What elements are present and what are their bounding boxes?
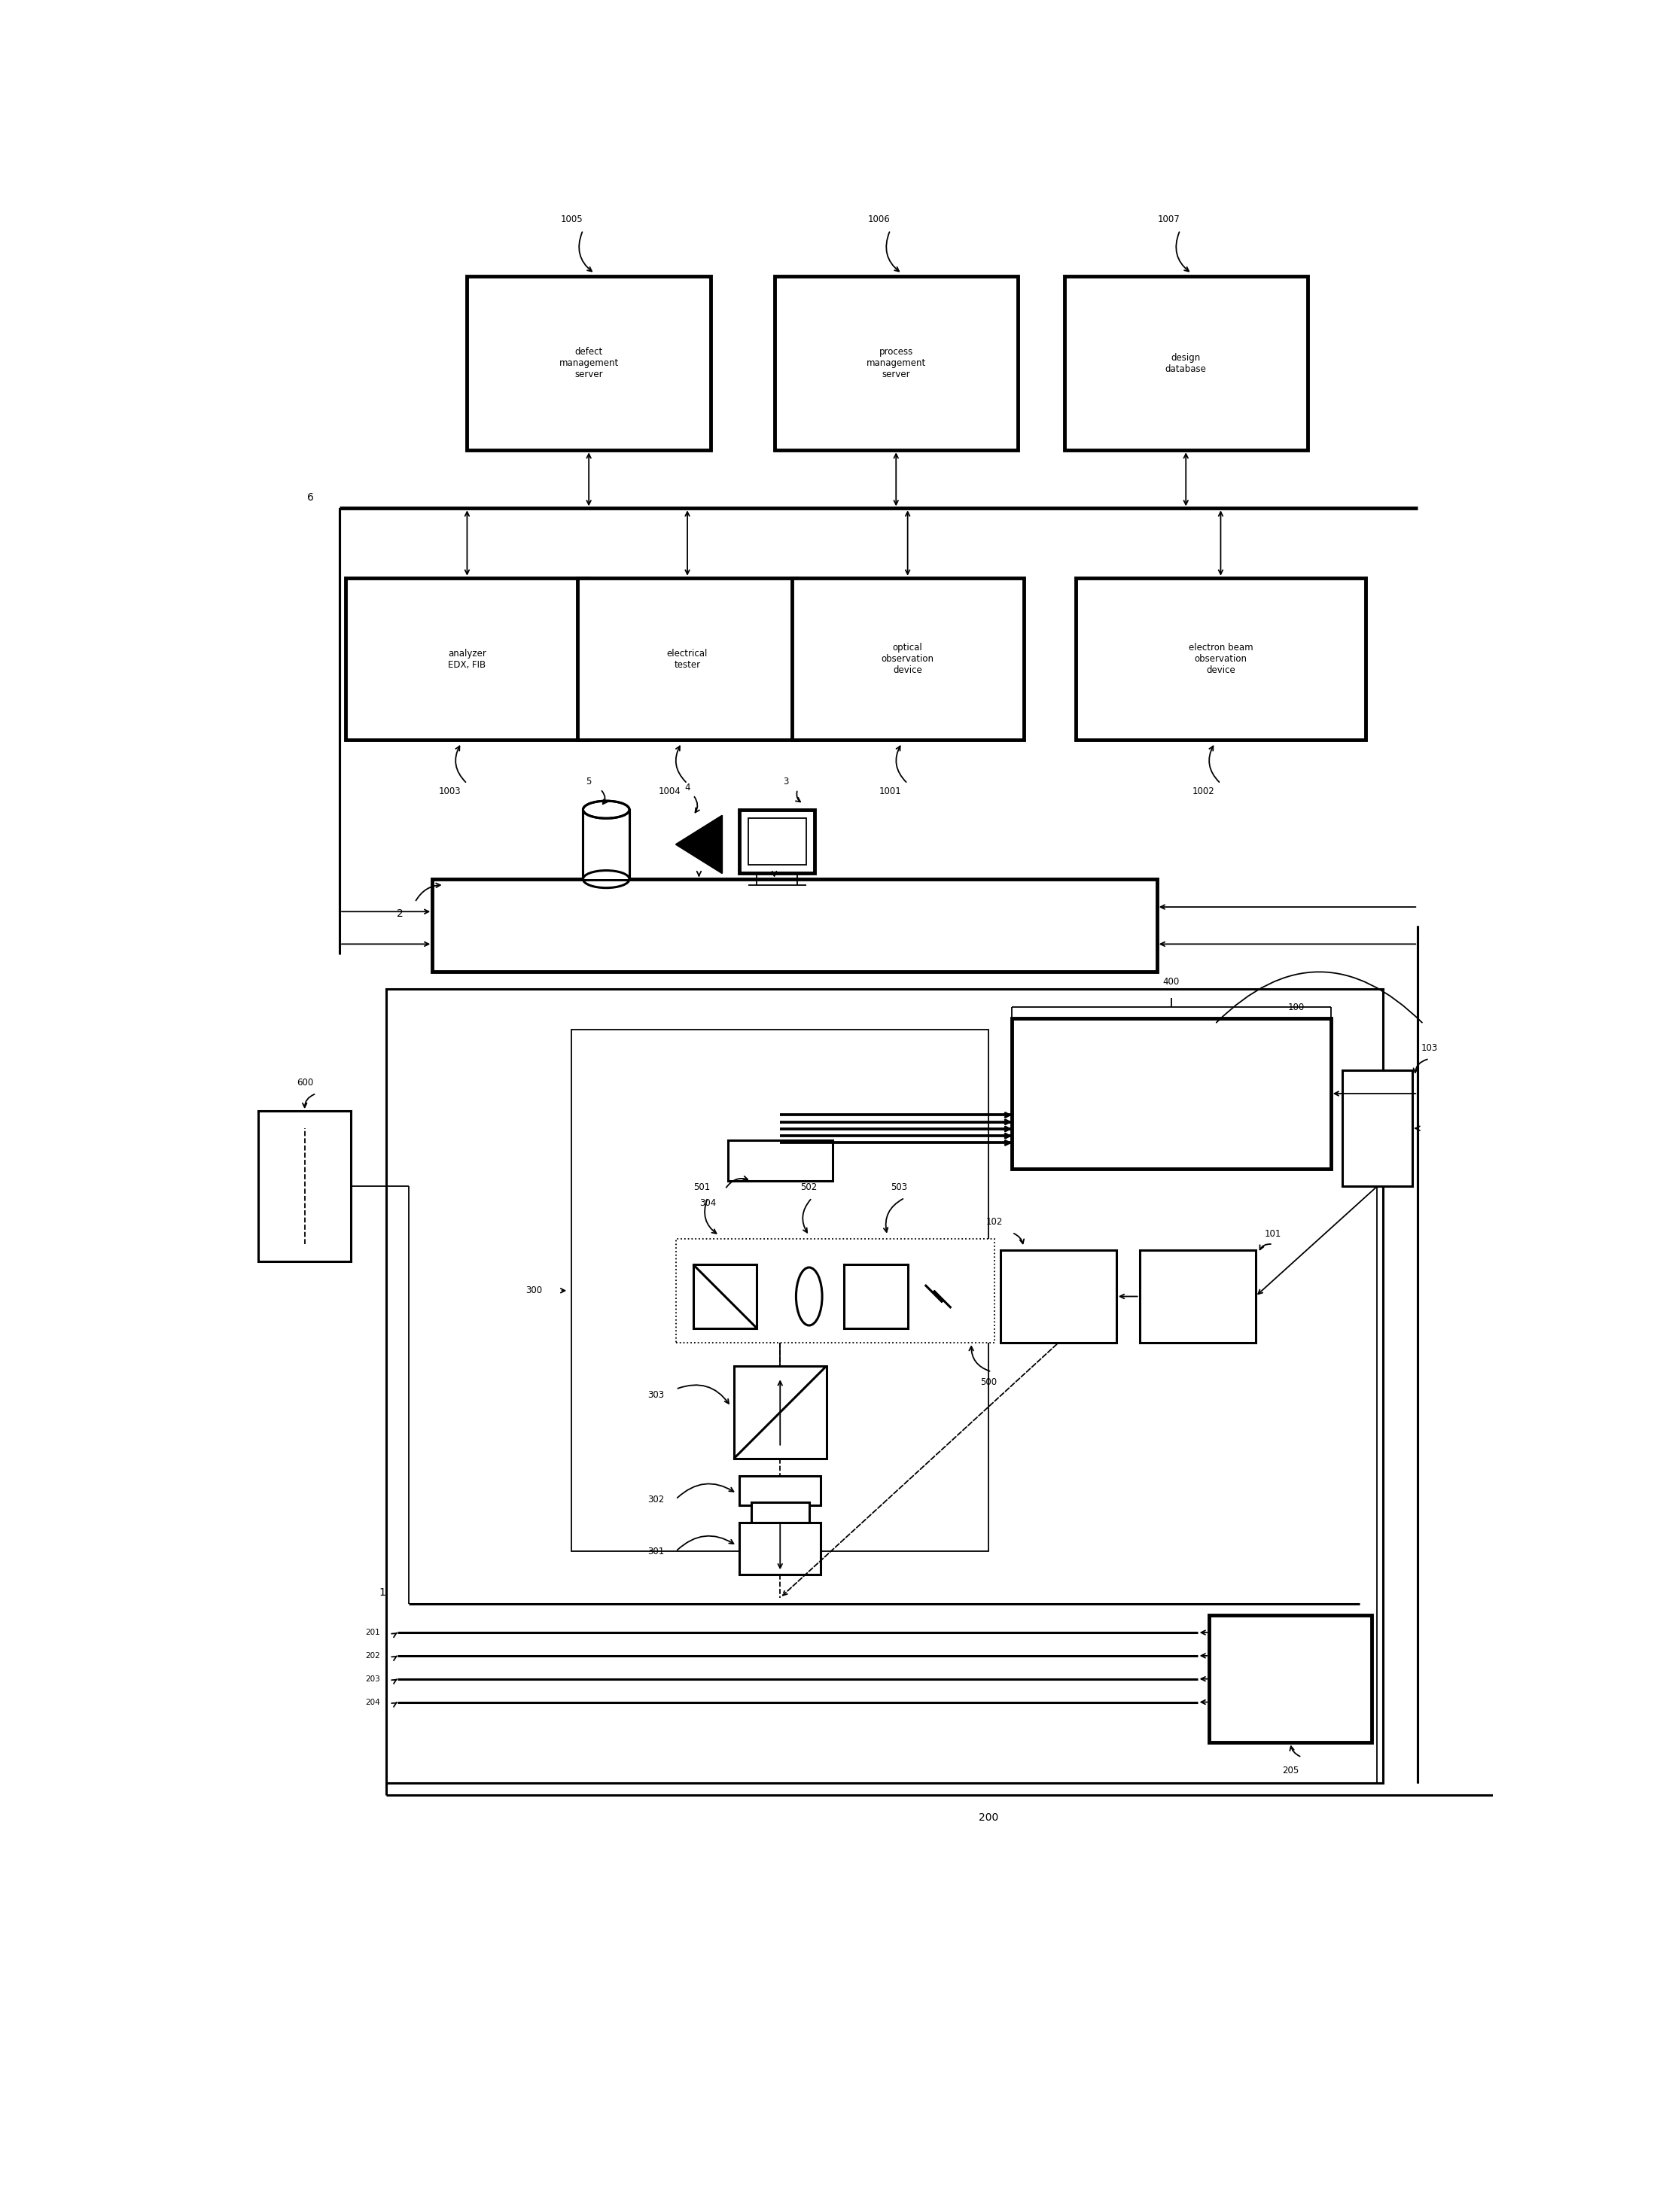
Bar — [577, 577, 798, 741]
Bar — [432, 878, 1157, 971]
Text: 5: 5 — [585, 776, 592, 787]
Bar — [733, 1367, 827, 1458]
Bar — [1139, 1250, 1256, 1343]
Bar — [346, 577, 589, 741]
Text: 205: 205 — [1282, 1765, 1299, 1776]
Text: 1003: 1003 — [439, 787, 461, 796]
Bar — [728, 1139, 832, 1181]
Bar — [740, 1522, 822, 1575]
Text: electrical
tester: electrical tester — [667, 648, 708, 670]
Text: 102: 102 — [986, 1217, 1003, 1228]
Text: 200: 200 — [980, 1812, 999, 1823]
Text: 1001: 1001 — [880, 787, 901, 796]
Text: 6: 6 — [308, 491, 314, 502]
Text: design
database: design database — [1166, 354, 1207, 374]
Bar — [386, 989, 1384, 1783]
Text: 1002: 1002 — [1192, 787, 1214, 796]
Text: 1007: 1007 — [1157, 215, 1179, 223]
Bar — [740, 810, 815, 874]
Bar — [675, 1239, 994, 1343]
Bar — [693, 1265, 757, 1327]
Text: 301: 301 — [647, 1546, 664, 1557]
Bar — [775, 276, 1018, 451]
Text: 501: 501 — [693, 1183, 710, 1192]
Text: 503: 503 — [891, 1183, 908, 1192]
Text: 502: 502 — [800, 1183, 818, 1192]
Bar — [1342, 1071, 1412, 1186]
Bar — [584, 810, 629, 878]
Text: 100: 100 — [1287, 1002, 1304, 1013]
Text: 1005: 1005 — [560, 215, 582, 223]
Text: 203: 203 — [366, 1674, 381, 1683]
Text: 300: 300 — [526, 1285, 542, 1296]
Text: 201: 201 — [366, 1628, 381, 1637]
Text: process
management
server: process management server — [866, 347, 926, 380]
Text: defect
management
server: defect management server — [559, 347, 619, 380]
Bar — [467, 276, 710, 451]
Bar — [258, 1110, 351, 1261]
Text: 202: 202 — [366, 1652, 381, 1659]
Text: 302: 302 — [647, 1495, 664, 1504]
Text: 103: 103 — [1420, 1044, 1438, 1053]
Bar — [584, 810, 629, 878]
Text: 4: 4 — [685, 783, 690, 792]
Text: 1006: 1006 — [868, 215, 890, 223]
Bar — [1209, 1615, 1372, 1743]
Bar — [792, 577, 1024, 741]
Bar — [843, 1265, 908, 1327]
Text: 400: 400 — [1162, 975, 1179, 987]
Text: 600: 600 — [296, 1077, 313, 1088]
Bar — [740, 1475, 822, 1504]
Bar — [1076, 577, 1365, 741]
Bar — [1064, 276, 1307, 451]
Text: 101: 101 — [1264, 1228, 1281, 1239]
Text: 2: 2 — [397, 909, 404, 920]
Bar — [748, 818, 807, 865]
Ellipse shape — [584, 801, 629, 818]
Text: optical
observation
device: optical observation device — [881, 644, 935, 675]
Bar — [572, 1031, 989, 1551]
Text: electron beam
observation
device: electron beam observation device — [1189, 644, 1252, 675]
Text: 304: 304 — [700, 1199, 717, 1208]
Text: 1004: 1004 — [659, 787, 682, 796]
Bar — [752, 1502, 810, 1522]
Bar — [1013, 1018, 1330, 1168]
Text: 3: 3 — [783, 776, 788, 787]
Polygon shape — [675, 816, 722, 874]
Text: 303: 303 — [647, 1389, 664, 1400]
Bar — [1001, 1250, 1116, 1343]
Text: analyzer
EDX, FIB: analyzer EDX, FIB — [447, 648, 486, 670]
Text: 204: 204 — [366, 1699, 381, 1705]
Text: 1: 1 — [379, 1588, 386, 1597]
Text: 500: 500 — [981, 1378, 998, 1387]
